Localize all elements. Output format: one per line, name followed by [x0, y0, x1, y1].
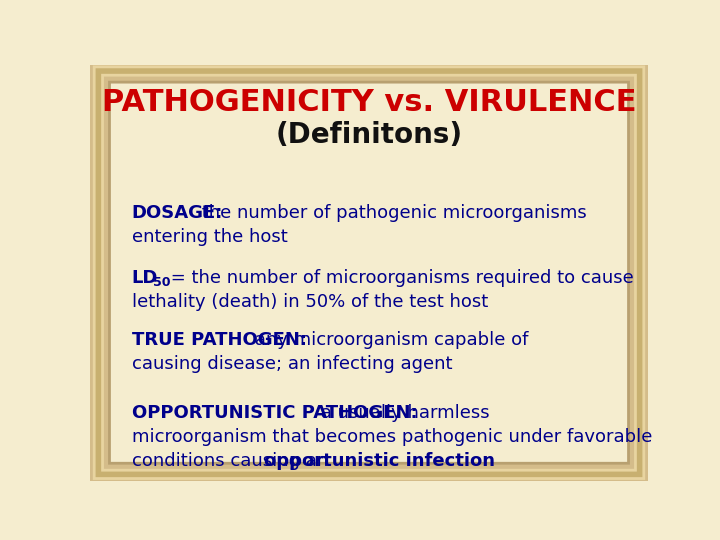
Text: 50: 50	[153, 276, 171, 289]
Text: opportunistic infection: opportunistic infection	[264, 452, 495, 470]
FancyBboxPatch shape	[112, 82, 626, 464]
Text: LD: LD	[132, 268, 158, 287]
Text: entering the host: entering the host	[132, 228, 287, 246]
Text: conditions causing an: conditions causing an	[132, 452, 334, 470]
Text: (Definitons): (Definitons)	[276, 121, 462, 149]
Text: OPPORTUNISTIC PATHOGEN:: OPPORTUNISTIC PATHOGEN:	[132, 404, 418, 422]
Text: the number of pathogenic microorganisms: the number of pathogenic microorganisms	[196, 204, 587, 222]
Text: a usually harmless: a usually harmless	[315, 404, 490, 422]
Text: DOSAGE:: DOSAGE:	[132, 204, 223, 222]
Text: = the number of microorganisms required to cause: = the number of microorganisms required …	[166, 268, 634, 287]
Text: any microorganism capable of: any microorganism capable of	[249, 331, 528, 349]
Text: PATHOGENICITY vs. VIRULENCE: PATHOGENICITY vs. VIRULENCE	[102, 87, 636, 117]
Text: microorganism that becomes pathogenic under favorable: microorganism that becomes pathogenic un…	[132, 428, 652, 446]
Text: causing disease; an infecting agent: causing disease; an infecting agent	[132, 355, 452, 373]
Text: lethality (death) in 50% of the test host: lethality (death) in 50% of the test hos…	[132, 293, 488, 310]
Text: TRUE PATHOGEN:: TRUE PATHOGEN:	[132, 331, 307, 349]
